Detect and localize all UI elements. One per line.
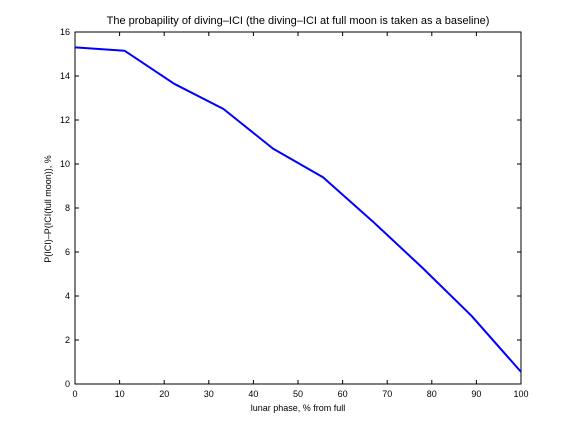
x-tick-label: 90 xyxy=(471,389,481,399)
chart-title: The probapility of diving–ICI (the divin… xyxy=(107,15,490,27)
x-tick-label: 40 xyxy=(248,389,258,399)
x-tick-label: 50 xyxy=(293,389,303,399)
y-tick-label: 16 xyxy=(60,27,70,37)
y-tick-label: 8 xyxy=(65,203,70,213)
x-tick-label: 10 xyxy=(115,389,125,399)
y-tick-label: 12 xyxy=(60,115,70,125)
series-layer xyxy=(74,46,522,373)
x-tick-label: 0 xyxy=(72,389,77,399)
y-axis-label: P(ICI)–P(ICI(full moon)), % xyxy=(43,155,53,263)
x-tick-label: 70 xyxy=(382,389,392,399)
y-tick-label: 6 xyxy=(65,247,70,257)
y-tick-label: 14 xyxy=(60,71,70,81)
plot-area: 0 10 20 30 40 50 60 70 80 90 100 0 2 4 6 8 10 12 14 16 xyxy=(60,27,529,399)
y-axis: 0 2 4 6 8 10 12 14 16 xyxy=(60,27,521,389)
x-tick-label: 60 xyxy=(338,389,348,399)
x-axis: 0 10 20 30 40 50 60 70 80 90 100 xyxy=(72,32,529,399)
y-tick-label: 2 xyxy=(65,335,70,345)
x-tick-label: 80 xyxy=(427,389,437,399)
x-axis-label: lunar phase, % from full xyxy=(251,403,346,413)
x-tick-label: 30 xyxy=(204,389,214,399)
x-tick-label: 100 xyxy=(513,389,528,399)
x-tick-label: 20 xyxy=(159,389,169,399)
axes-box xyxy=(74,31,522,385)
y-tick-label: 0 xyxy=(65,379,70,389)
y-tick-label: 4 xyxy=(65,291,70,301)
y-tick-label: 10 xyxy=(60,159,70,169)
series-line xyxy=(74,46,522,373)
